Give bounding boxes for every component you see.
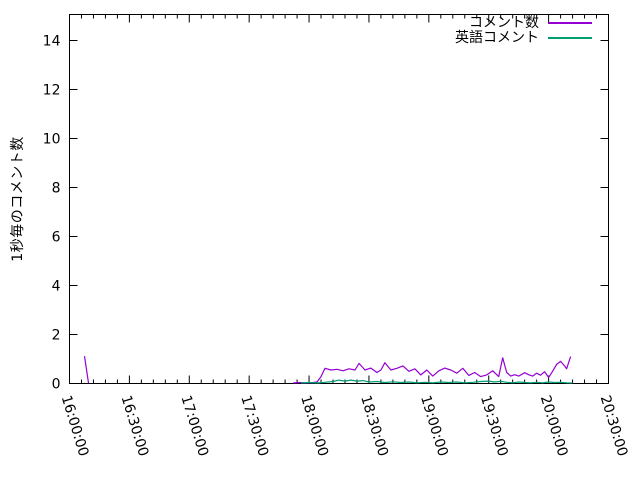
legend-item-english-comments: 英語コメント <box>455 31 592 45</box>
x-tick-label: 20:00:00 <box>537 393 571 458</box>
y-tick-label: 2 <box>52 328 61 344</box>
legend-label-comment-count: コメント数 <box>469 15 539 31</box>
x-tick-label-group: 20:30:00 <box>597 393 631 458</box>
plot-border <box>69 14 609 384</box>
x-tick-label: 16:30:00 <box>118 393 152 458</box>
x-tick-label-group: 17:30:00 <box>237 393 271 458</box>
legend-label-english-comments: 英語コメント <box>455 30 539 46</box>
x-tick-label-group: 18:00:00 <box>297 393 331 458</box>
x-tick-label-group: 17:00:00 <box>177 393 211 458</box>
y-tick-label: 6 <box>52 230 61 246</box>
legend-line-sample-comment-count <box>548 22 592 24</box>
y-tick-label: 10 <box>43 132 61 148</box>
y-tick-label: 8 <box>52 181 61 197</box>
y-axis-title: 1秒毎のコメント数 <box>10 136 26 262</box>
x-tick-label-group: 19:00:00 <box>417 393 451 458</box>
x-tick-label-group: 18:30:00 <box>357 393 391 458</box>
legend: コメント数 英語コメント <box>455 16 592 45</box>
y-tick-label: 14 <box>43 34 61 50</box>
x-tick-label: 18:00:00 <box>297 393 331 458</box>
y-tick-label: 0 <box>52 377 61 393</box>
x-tick-label: 17:00:00 <box>177 393 211 458</box>
legend-line-sample-english-comments <box>548 37 592 39</box>
x-tick-label: 18:30:00 <box>357 393 391 458</box>
x-tick-label-group: 19:30:00 <box>477 393 511 458</box>
y-tick-label: 4 <box>52 279 61 295</box>
series-line-english-comments <box>301 379 573 384</box>
y-tick-label: 12 <box>43 83 61 99</box>
x-tick-label-group: 16:00:00 <box>58 393 92 458</box>
x-tick-label-group: 20:00:00 <box>537 393 571 458</box>
x-tick-label: 20:30:00 <box>597 393 631 458</box>
series-line-comment-count <box>293 356 572 384</box>
x-tick-label: 17:30:00 <box>237 393 271 458</box>
x-tick-label: 16:00:00 <box>58 393 92 458</box>
x-tick-label: 19:00:00 <box>417 393 451 458</box>
x-tick-label-group: 16:30:00 <box>118 393 152 458</box>
series-line-comment-count <box>83 356 90 384</box>
legend-item-comment-count: コメント数 <box>455 16 592 30</box>
x-tick-label: 19:30:00 <box>477 393 511 458</box>
